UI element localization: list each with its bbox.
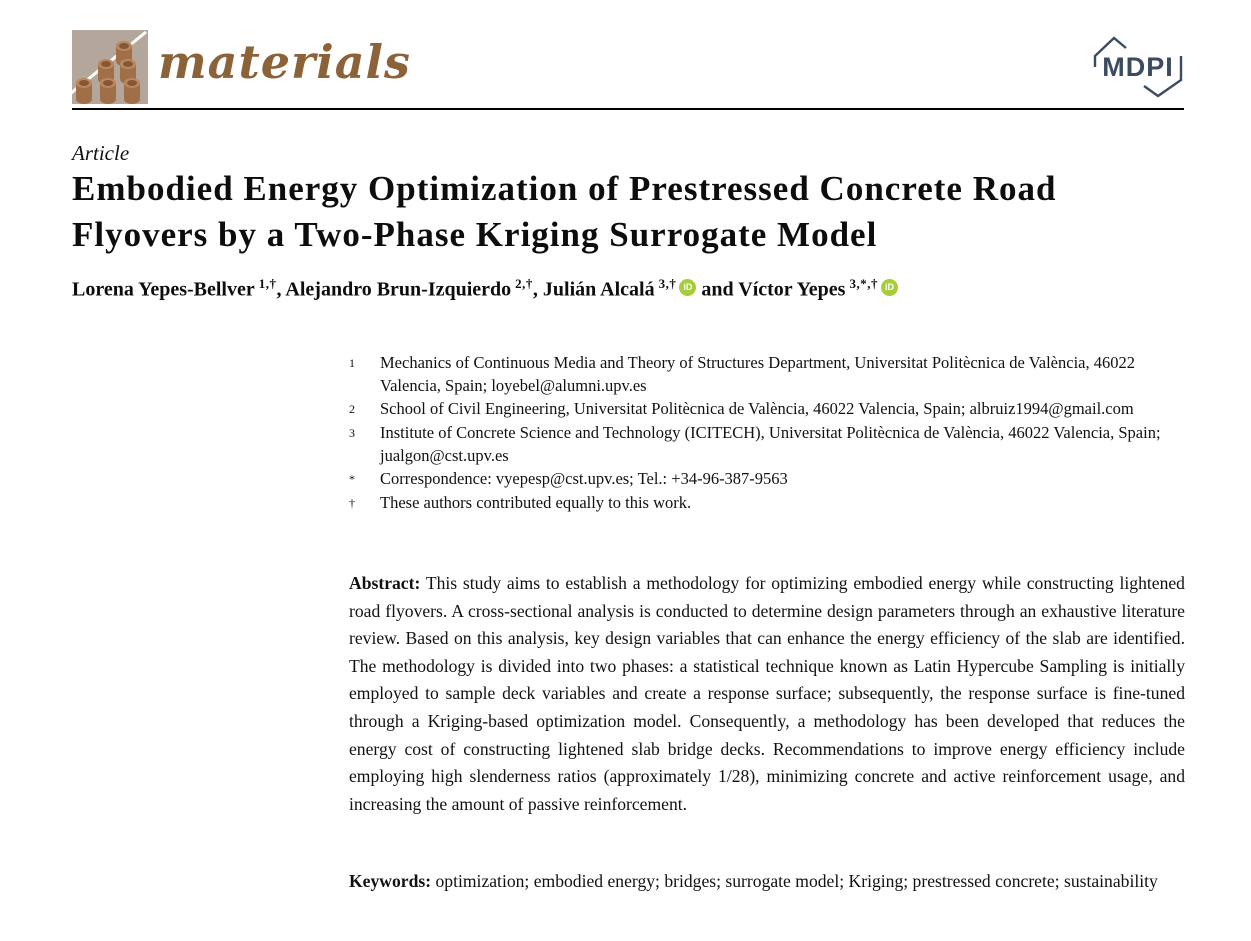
affiliation-item: 3 Institute of Concrete Science and Tech… <box>349 421 1194 467</box>
orcid-icon[interactable]: iD <box>880 278 898 296</box>
author-superscript: 3,† <box>658 276 677 291</box>
author-name: Alejandro Brun-Izquierdo <box>285 278 512 301</box>
affiliation-marker: † <box>349 496 355 510</box>
affiliation-item: † These authors contributed equally to t… <box>349 491 1194 515</box>
affiliation-text: School of Civil Engineering, Universitat… <box>380 399 1134 418</box>
journal-wordmark: materials <box>158 35 411 89</box>
author-superscript: 3,*,† <box>849 276 878 291</box>
paper-title: Embodied Energy Optimization of Prestres… <box>72 169 1057 254</box>
author-separator: and <box>696 278 739 301</box>
affiliation-item: * Correspondence: vyepesp@cst.upv.es; Te… <box>349 467 1194 491</box>
affiliation-item: 2 School of Civil Engineering, Universit… <box>349 397 1194 421</box>
affiliation-text: Institute of Concrete Science and Techno… <box>380 423 1161 465</box>
author-name: Julián Alcalá <box>542 278 655 301</box>
author-superscript: 1,† <box>258 276 277 291</box>
abstract-label: Abstract: <box>349 573 421 593</box>
keywords-label: Keywords: <box>349 871 432 891</box>
mdpi-logo: MDPI <box>1092 36 1184 98</box>
keywords-text: optimization; embodied energy; bridges; … <box>435 871 1158 891</box>
affiliation-marker: * <box>349 472 355 486</box>
affiliation-text: Mechanics of Continuous Media and Theory… <box>380 353 1135 395</box>
article-type-label: Article <box>72 141 130 165</box>
abstract-text: This study aims to establish a methodolo… <box>349 573 1185 814</box>
affiliation-text: These authors contributed equally to thi… <box>380 493 692 512</box>
affiliation-marker: 3 <box>349 426 355 440</box>
author-name: Víctor Yepes <box>738 278 846 301</box>
author-separator: , <box>532 278 543 301</box>
affiliations-list: 1 Mechanics of Continuous Media and Theo… <box>349 351 1194 515</box>
authors-line: Lorena Yepes-Bellver 1,†, Alejandro Brun-… <box>72 276 1182 302</box>
orcid-icon[interactable]: iD <box>679 278 697 296</box>
mdpi-hexagon-icon: MDPI <box>1093 36 1183 98</box>
author-name: Lorena Yepes-Bellver <box>72 278 255 301</box>
author-separator: , <box>276 278 286 301</box>
author-superscript: 2,† <box>515 276 533 291</box>
materials-logo-graphic <box>69 30 148 104</box>
mdpi-logo-text: MDPI <box>1102 52 1174 82</box>
keywords-paragraph: Keywords: optimization; embodied energy;… <box>349 868 1185 896</box>
materials-journal-logo-icon <box>69 30 148 104</box>
affiliation-marker: 1 <box>349 356 355 370</box>
affiliation-marker: 2 <box>349 402 355 416</box>
affiliation-item: 1 Mechanics of Continuous Media and Theo… <box>349 351 1194 397</box>
header-divider-rule <box>72 108 1184 110</box>
abstract-paragraph: Abstract: This study aims to establish a… <box>349 570 1185 818</box>
affiliation-text: Correspondence: vyepesp@cst.upv.es; Tel.… <box>380 469 788 488</box>
